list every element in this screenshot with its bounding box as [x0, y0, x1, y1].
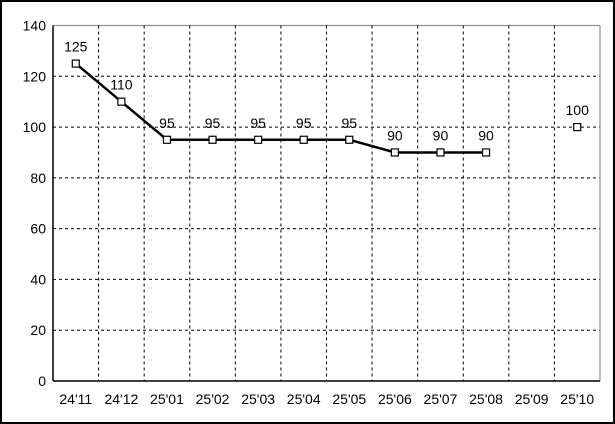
data-point-label: 100	[566, 102, 590, 118]
y-tick-label: 80	[30, 170, 46, 186]
x-tick-label: 25'09	[515, 391, 549, 407]
y-tick-label: 0	[38, 373, 46, 389]
data-point-label: 90	[387, 127, 403, 143]
x-tick-label: 25'02	[196, 391, 230, 407]
data-point-marker	[345, 135, 354, 144]
x-tick-label: 24'11	[59, 391, 92, 407]
x-tick-label: 25'01	[150, 391, 184, 407]
data-point-label: 125	[64, 39, 88, 55]
data-point-marker	[254, 135, 263, 144]
data-point-marker	[390, 148, 399, 157]
data-point-marker	[573, 122, 582, 132]
y-tick-label: 40	[30, 271, 46, 287]
data-point-label: 95	[159, 115, 175, 131]
data-point-marker	[117, 97, 126, 106]
data-point-label: 90	[433, 127, 449, 143]
data-point-marker	[162, 135, 172, 144]
y-tick-label: 120	[23, 68, 47, 84]
y-tick-label: 20	[30, 322, 46, 338]
data-point-marker	[299, 135, 308, 144]
x-tick-label: 25'08	[469, 391, 503, 407]
data-point-label: 95	[250, 115, 266, 131]
x-tick-label: 25'07	[424, 391, 458, 407]
data-point-marker	[436, 148, 445, 157]
data-point-marker	[71, 59, 80, 68]
data-point-label: 110	[110, 77, 133, 93]
x-axis-labels: 24'11 24'12 25'01 25'02 25'03 25'04 25'05 25'06…	[59, 391, 594, 407]
data-point-label: 95	[342, 115, 358, 131]
y-axis-labels: 0 20 40 60 80 100 120 140	[23, 18, 47, 390]
data-point-label: 95	[205, 115, 221, 131]
gridlines	[52, 24, 601, 382]
data-point-label: 95	[296, 115, 312, 131]
data-labels: 125 110 95 95 95 95 95 90 90 90 100	[64, 39, 589, 144]
series-line	[74, 62, 487, 154]
data-point-marker	[208, 135, 217, 144]
x-tick-label: 25'03	[241, 391, 275, 407]
x-tick-label: 24'12	[104, 391, 138, 407]
x-tick-label: 25'04	[287, 391, 321, 407]
x-tick-label: 25'10	[560, 391, 594, 407]
y-tick-label: 60	[30, 221, 46, 237]
y-tick-label: 140	[23, 18, 47, 34]
x-tick-label: 25'06	[378, 391, 412, 407]
data-point-marker	[481, 148, 491, 157]
x-tick-label: 25'05	[332, 391, 366, 407]
series-markers	[71, 59, 582, 157]
data-point-label: 90	[478, 127, 494, 143]
series-value-series	[74, 62, 487, 154]
y-tick-label: 100	[23, 119, 47, 135]
